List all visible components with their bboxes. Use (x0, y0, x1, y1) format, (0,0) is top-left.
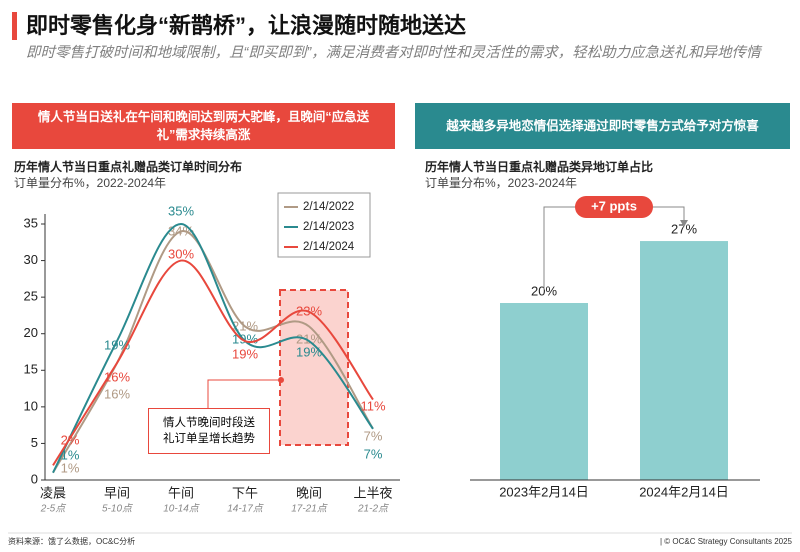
data-label: 35% (168, 203, 194, 218)
bar (500, 303, 588, 480)
data-label: 2% (61, 432, 80, 447)
banner: 情人节当日送礼在午间和晚间达到两大驼峰，且晚间“应急送礼”需求持续高涨 (12, 103, 395, 149)
x-sublabel: 2-5点 (40, 503, 66, 515)
data-label: 1% (61, 447, 80, 462)
banner: 越来越多异地恋情侣选择通过即时零售方式给予对方惊喜 (415, 103, 790, 149)
data-label: 1% (61, 460, 80, 475)
y-tick-label: 5 (31, 435, 38, 450)
data-label: 21% (296, 331, 322, 346)
series-line (52, 259, 374, 466)
chart-subtitle: 订单量分布%，2022-2024年 (14, 176, 166, 190)
annotation: 情人节晚间时段送礼订单呈增长趋势 (148, 408, 270, 454)
x-tick-label: 晚间 (296, 485, 322, 500)
data-label: 27% (671, 221, 697, 236)
data-label: 20% (531, 283, 557, 298)
data-label: 11% (360, 398, 385, 413)
data-label: 7% (364, 428, 383, 443)
data-label: 7% (364, 446, 383, 461)
annotation-pill (575, 196, 653, 218)
data-label: 16% (104, 386, 130, 401)
arrow-head (680, 220, 688, 227)
x-sublabel: 10-14点 (163, 503, 200, 515)
legend-label: 2/14/2024 (303, 241, 355, 253)
y-tick-label: 10 (24, 398, 38, 413)
x-tick-label: 2024年2月14日 (639, 484, 729, 499)
x-tick-label: 2023年2月14日 (499, 484, 589, 499)
legend-label: 2/14/2023 (303, 221, 354, 233)
x-tick-label: 凌晨 (40, 485, 66, 500)
y-tick-label: 35 (24, 215, 38, 230)
x-sublabel: 17-21点 (291, 503, 328, 515)
bar (640, 241, 728, 480)
data-label: 19% (296, 344, 322, 359)
y-tick-label: 15 (24, 362, 38, 377)
y-tick-label: 30 (24, 252, 38, 267)
y-tick-label: 20 (24, 325, 38, 340)
data-label: 19% (232, 346, 258, 361)
data-label: 16% (104, 369, 130, 384)
chart-subtitle: 订单量分布%，2023-2024年 (425, 176, 577, 190)
x-tick-label: 早间 (104, 485, 130, 500)
x-tick-label: 下午 (232, 485, 258, 500)
data-label: 23% (296, 303, 322, 318)
subtitle: 即时零售打破时间和地域限制，且“即买即到”，满足消费者对即时性和灵活性的需求，轻… (26, 45, 761, 61)
title-bar (12, 12, 17, 40)
series-line (52, 222, 374, 474)
connector-dot (278, 377, 284, 383)
data-label: 30% (168, 246, 194, 261)
x-sublabel: 5-10点 (102, 503, 133, 515)
chart-title: 历年情人节当日重点礼赠品类订单时间分布 (14, 159, 242, 174)
chart-title: 历年情人节当日重点礼赠品类异地订单占比 (425, 159, 653, 174)
y-tick-label: 0 (31, 471, 38, 486)
x-tick-label: 午间 (168, 485, 194, 500)
source: 资料来源：饿了么数据，OC&C分析 (8, 536, 135, 546)
connector (207, 379, 281, 408)
x-sublabel: 21-2点 (357, 503, 389, 515)
data-label: 21% (232, 318, 258, 333)
legend-label: 2/14/2022 (303, 201, 354, 213)
y-tick-label: 25 (24, 289, 38, 304)
data-label: 19% (104, 337, 130, 352)
annotation: +7 ppts (591, 198, 637, 213)
x-tick-label: 上半夜 (353, 485, 392, 500)
x-sublabel: 14-17点 (227, 503, 264, 515)
copyright: | © OC&C Strategy Consultants 2025 (660, 537, 793, 546)
page-title: 即时零售化身“新鹊桥”，让浪漫随时随地送达 (26, 13, 466, 38)
